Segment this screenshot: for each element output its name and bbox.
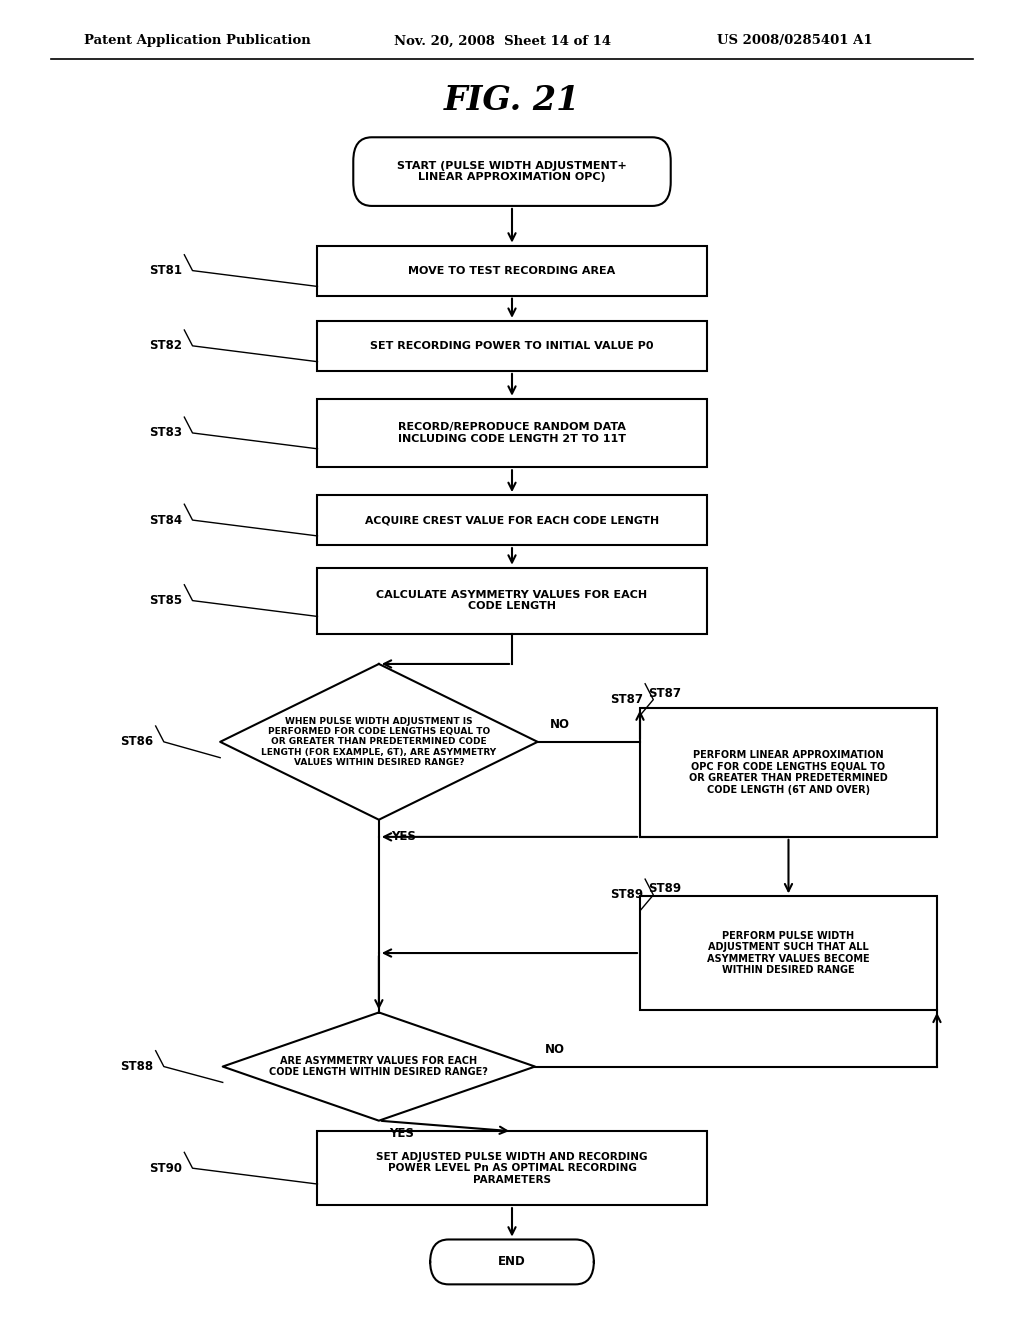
- Bar: [640, 708, 937, 837]
- Text: START (PULSE WIDTH ADJUSTMENT+
LINEAR APPROXIMATION OPC): START (PULSE WIDTH ADJUSTMENT+ LINEAR AP…: [397, 161, 627, 182]
- Text: YES: YES: [389, 1127, 414, 1140]
- Text: NO: NO: [550, 718, 570, 731]
- Bar: [317, 1131, 707, 1205]
- Text: ST89: ST89: [610, 888, 643, 902]
- Text: NO: NO: [545, 1043, 565, 1056]
- Text: ST82: ST82: [150, 339, 182, 352]
- Text: SET RECORDING POWER TO INITIAL VALUE P0: SET RECORDING POWER TO INITIAL VALUE P0: [371, 341, 653, 351]
- Text: ST84: ST84: [150, 513, 182, 527]
- Text: ARE ASYMMETRY VALUES FOR EACH
CODE LENGTH WITHIN DESIRED RANGE?: ARE ASYMMETRY VALUES FOR EACH CODE LENGT…: [269, 1056, 488, 1077]
- Polygon shape: [220, 664, 538, 820]
- Text: ST88: ST88: [121, 1060, 154, 1073]
- Text: ST83: ST83: [150, 426, 182, 440]
- FancyBboxPatch shape: [353, 137, 671, 206]
- Text: WHEN PULSE WIDTH ADJUSTMENT IS
PERFORMED FOR CODE LENGTHS EQUAL TO
OR GREATER TH: WHEN PULSE WIDTH ADJUSTMENT IS PERFORMED…: [261, 717, 497, 767]
- Text: SET ADJUSTED PULSE WIDTH AND RECORDING
POWER LEVEL Pn AS OPTIMAL RECORDING
PARAM: SET ADJUSTED PULSE WIDTH AND RECORDING P…: [376, 1151, 648, 1185]
- Text: END: END: [498, 1255, 526, 1269]
- Text: FIG. 21: FIG. 21: [443, 84, 581, 116]
- Text: PERFORM LINEAR APPROXIMATION
OPC FOR CODE LENGTHS EQUAL TO
OR GREATER THAN PREDE: PERFORM LINEAR APPROXIMATION OPC FOR COD…: [689, 750, 888, 795]
- Text: YES: YES: [391, 830, 416, 843]
- Polygon shape: [223, 1012, 535, 1121]
- Text: MOVE TO TEST RECORDING AREA: MOVE TO TEST RECORDING AREA: [409, 265, 615, 276]
- Bar: [317, 399, 707, 467]
- Text: ST87: ST87: [610, 693, 643, 706]
- Text: Nov. 20, 2008  Sheet 14 of 14: Nov. 20, 2008 Sheet 14 of 14: [394, 34, 611, 48]
- Text: PERFORM PULSE WIDTH
ADJUSTMENT SUCH THAT ALL
ASYMMETRY VALUES BECOME
WITHIN DESI: PERFORM PULSE WIDTH ADJUSTMENT SUCH THAT…: [708, 931, 869, 975]
- Bar: [317, 246, 707, 296]
- Bar: [640, 896, 937, 1010]
- Text: ST89: ST89: [648, 882, 681, 895]
- Text: RECORD/REPRODUCE RANDOM DATA
INCLUDING CODE LENGTH 2T TO 11T: RECORD/REPRODUCE RANDOM DATA INCLUDING C…: [398, 422, 626, 444]
- Bar: [317, 568, 707, 634]
- Text: ST90: ST90: [150, 1162, 182, 1175]
- Text: CALCULATE ASYMMETRY VALUES FOR EACH
CODE LENGTH: CALCULATE ASYMMETRY VALUES FOR EACH CODE…: [377, 590, 647, 611]
- Text: Patent Application Publication: Patent Application Publication: [84, 34, 310, 48]
- Text: US 2008/0285401 A1: US 2008/0285401 A1: [717, 34, 872, 48]
- Bar: [317, 321, 707, 371]
- Bar: [317, 495, 707, 545]
- FancyBboxPatch shape: [430, 1239, 594, 1284]
- Text: ST87: ST87: [648, 686, 681, 700]
- Text: ST85: ST85: [150, 594, 182, 607]
- Text: ST81: ST81: [150, 264, 182, 277]
- Text: ACQUIRE CREST VALUE FOR EACH CODE LENGTH: ACQUIRE CREST VALUE FOR EACH CODE LENGTH: [365, 515, 659, 525]
- Text: ST86: ST86: [121, 735, 154, 748]
